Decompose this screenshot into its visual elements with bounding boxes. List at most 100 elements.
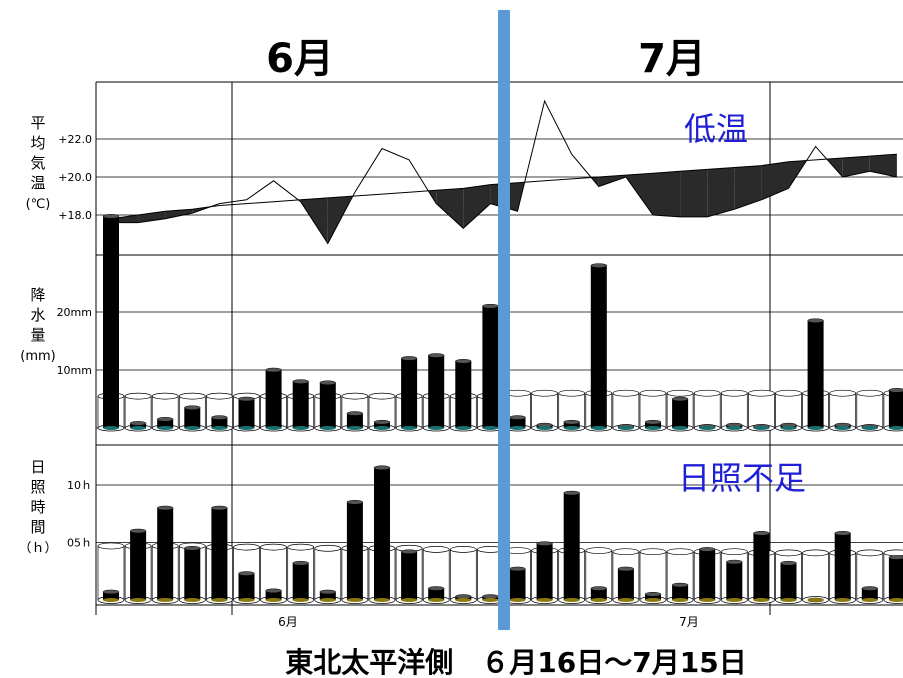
temp-axis-title: (℃)	[26, 197, 51, 212]
sun-bar-cap	[536, 541, 553, 546]
sun-normal-cap	[802, 549, 829, 557]
sun-normal-cap	[666, 548, 694, 556]
sun-bar-cap	[455, 594, 472, 599]
month-divider	[498, 10, 510, 630]
precip-bar	[509, 417, 526, 428]
precip-axis-title: 量	[30, 326, 45, 344]
temp-deficit-area	[165, 209, 193, 219]
sun-bar	[536, 543, 553, 600]
sun-bar-base	[292, 598, 309, 602]
sun-bar-cap	[590, 586, 608, 591]
precip-normal-cap	[341, 392, 369, 400]
precip-bar-cap	[671, 396, 689, 402]
precip-axis-title: (mm)	[20, 349, 55, 364]
precip-normal-cap	[531, 389, 558, 397]
precip-bar-cap	[265, 367, 282, 373]
sun-bar	[645, 594, 661, 600]
precip-normal-cap	[178, 392, 206, 400]
precip-bar	[807, 320, 824, 428]
sun-normal-cap	[97, 542, 125, 550]
precip-bar-base	[157, 426, 174, 430]
month-label-july: 7月	[638, 36, 706, 82]
sun-bar	[265, 590, 282, 600]
temp-axis-title: 平	[30, 114, 45, 132]
precip-bar	[482, 306, 499, 428]
precip-bar	[645, 422, 661, 428]
sun-bar-base	[265, 598, 282, 602]
sun-bar-base	[753, 598, 770, 602]
precip-normal-cap	[368, 392, 396, 400]
sun-bar-base	[319, 598, 336, 602]
precip-normal-cylinder	[612, 392, 640, 429]
precip-bar	[346, 413, 363, 428]
precip-bar	[184, 407, 201, 428]
sun-bar-cap	[563, 490, 580, 496]
sun-bar-base	[645, 598, 661, 602]
sun-normal-cap	[233, 543, 260, 551]
temp-deficit-area	[680, 169, 708, 217]
sun-bar-cap	[265, 588, 282, 594]
sun-bar-base	[699, 598, 716, 602]
precip-bar	[590, 265, 607, 428]
sun-normal-cap	[639, 548, 667, 556]
temp-deficit-area	[300, 197, 328, 244]
month-axis-label-june: 6月	[278, 615, 298, 629]
precip-bar-base	[617, 426, 634, 430]
sun-bar-cap	[156, 505, 174, 511]
temp-tick-label: +22.0	[58, 133, 92, 146]
precip-bar	[238, 399, 255, 428]
temp-tick-label: +20.0	[58, 171, 92, 184]
sun-normal-cap	[585, 547, 613, 554]
sun-bar	[319, 591, 336, 600]
precip-bar-base	[428, 426, 445, 430]
sun-bar	[590, 588, 607, 600]
precip-bar-cap	[563, 419, 580, 425]
sun-bar-cap	[129, 528, 147, 534]
sun-bar-base	[563, 598, 580, 602]
precip-bar-base	[374, 426, 390, 430]
sun-bar	[157, 508, 174, 600]
sun-axis-title: 間	[30, 518, 45, 536]
precip-bar-base	[482, 426, 499, 430]
precip-bar	[428, 355, 445, 428]
temp-deficit-area	[436, 188, 464, 229]
sun-bar-base	[536, 598, 553, 602]
temp-axis-title: 気	[30, 154, 45, 172]
precip-bar-base	[861, 426, 878, 430]
sun-bar	[753, 533, 770, 600]
temp-deficit-area	[707, 167, 735, 217]
precip-bar-cap	[211, 415, 228, 420]
sun-bar-base	[184, 598, 201, 602]
precip-bar-base	[292, 426, 309, 430]
precip-bar-cap	[346, 411, 364, 416]
precip-bar	[672, 399, 689, 428]
precip-bar-base	[265, 426, 282, 430]
sun-bar	[780, 563, 797, 600]
sun-normal-cap	[287, 543, 315, 551]
sunshine-panel	[97, 465, 903, 604]
precip-bar-base	[238, 426, 255, 430]
month-label-june: 6月	[266, 36, 334, 82]
precip-bar	[888, 390, 903, 428]
sun-normal-cap	[422, 546, 450, 553]
sun-normal-cap	[883, 549, 903, 557]
precip-normal-cap	[666, 389, 694, 397]
precip-normal-cap	[856, 389, 884, 397]
temp-deficit-area	[761, 161, 789, 200]
sun-bar-base	[455, 598, 472, 602]
precip-normal-cylinder	[829, 392, 857, 429]
temp-deficit-area	[842, 156, 870, 177]
sun-bar	[346, 502, 363, 600]
precip-bar-base	[807, 426, 824, 430]
sun-bar-cap	[834, 531, 851, 536]
precip-bar-cap	[102, 214, 120, 219]
sun-bar-base	[238, 598, 255, 602]
sun-bar-base	[103, 598, 119, 602]
precip-bar-cap	[590, 263, 608, 268]
temp-deficit-area	[463, 184, 491, 229]
precip-bar-cap	[373, 419, 391, 425]
sun-bar-cap	[698, 547, 716, 552]
precip-bar	[292, 381, 309, 428]
precip-bar-base	[455, 426, 472, 430]
